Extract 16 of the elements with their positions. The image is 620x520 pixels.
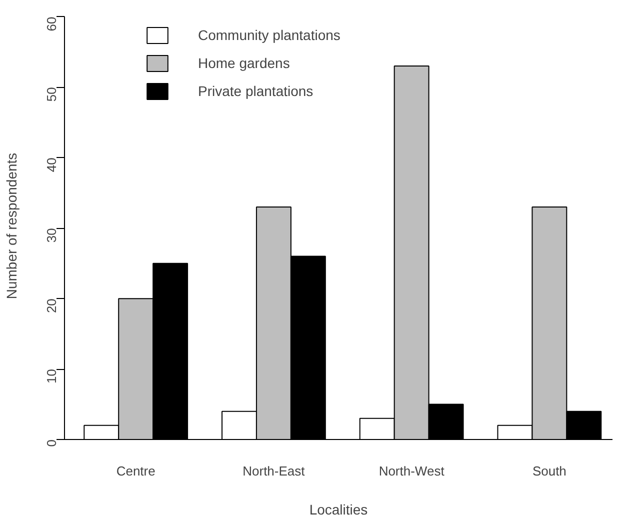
y-tick-label: 20 [44, 298, 59, 314]
x-tick-label: South [532, 464, 566, 478]
legend-label: Private plantations [198, 83, 314, 99]
x-axis-title: Localities [309, 502, 368, 518]
y-tick-label: 0 [44, 439, 59, 447]
x-tick-label: North-East [242, 464, 306, 478]
legend-label: Community plantations [198, 27, 340, 43]
y-tick-label: 50 [44, 87, 59, 102]
y-tick-label: 40 [44, 158, 59, 172]
x-tick-label: North-West [378, 464, 445, 478]
y-tick-label: 60 [44, 16, 59, 32]
legend-label: Home gardens [198, 55, 290, 71]
y-tick-label: 30 [44, 228, 59, 243]
x-tick-label: Centre [116, 464, 156, 478]
y-tick-label: 10 [44, 369, 59, 384]
y-axis-title: Number of respondents [4, 152, 20, 300]
